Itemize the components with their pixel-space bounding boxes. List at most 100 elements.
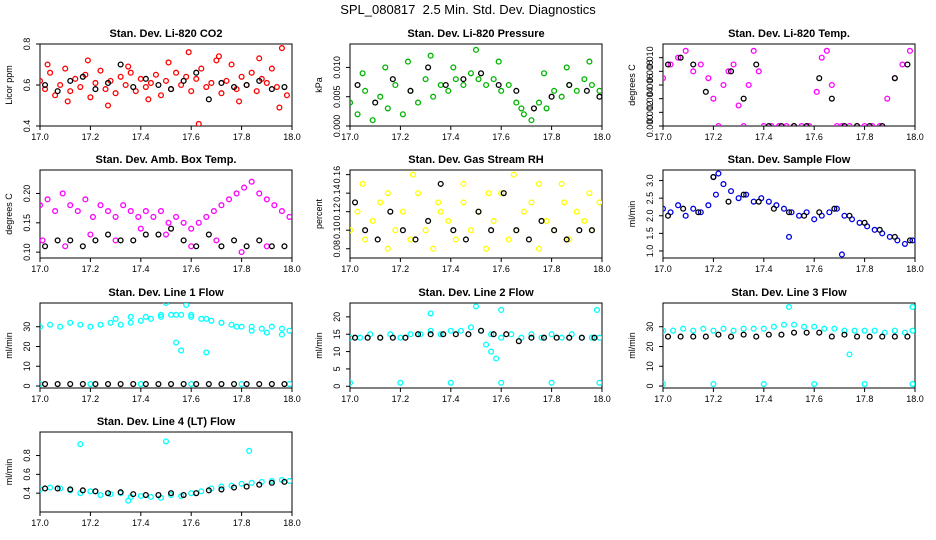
data-point [57,485,64,492]
avg-point [475,208,482,215]
avg-point [92,488,99,495]
data-point [256,55,263,62]
avg-point [465,331,472,338]
avg-point [460,76,467,83]
x-tick-label: 17.8 [543,132,561,142]
data-point [399,208,406,215]
avg-point [591,334,598,341]
avg-point [753,333,760,340]
data-point [44,61,51,68]
panel-title: Stan. Dev. Li-820 CO2 [110,28,223,40]
y-tick-label: 1.0 [645,245,655,258]
data-point [392,227,399,234]
data-point [705,75,712,82]
avg-point [351,334,359,341]
x-tick-label: 17.0 [341,394,359,404]
data-point [286,213,292,220]
data-point [535,99,543,106]
data-point [392,81,399,89]
data-point [97,202,104,209]
avg-point [740,95,747,102]
data-points [350,171,602,252]
avg-point [538,217,545,224]
x-tick-label: 18.0 [593,394,611,404]
data-point [690,327,697,334]
data-point [740,325,747,332]
data-point [382,64,389,71]
x-tick-label: 17.8 [856,132,874,142]
y-tick-label: 15 [332,329,342,339]
data-point [841,327,848,334]
data-point [414,190,422,197]
data-point [663,380,667,388]
data-point [513,99,520,106]
avg-point [67,237,74,244]
data-point [821,325,828,332]
data-point [495,58,502,65]
data-point [770,323,777,330]
data-point [710,380,717,388]
data-point [271,202,278,209]
data-point [720,325,727,332]
avg-point [243,243,250,250]
avg-point [853,333,861,340]
x-tick-label: 17.4 [755,132,773,142]
avg-point [364,334,371,341]
data-point [218,202,225,209]
avg-point [79,73,86,80]
data-point [445,217,452,224]
avg-point [879,122,886,126]
avg-point [218,380,225,388]
data-point [135,213,142,220]
data-point [369,117,376,124]
data-point [851,327,858,334]
data-point [430,93,437,100]
data-point [125,63,132,70]
data-point [165,219,172,226]
y-axis-label: ml/min [627,201,637,228]
data-point [823,47,830,54]
data-point [427,52,434,59]
data-point [112,90,119,97]
y-tick-label: 0.000 [645,115,655,138]
y-tick-label: 0.006 [645,74,655,97]
data-point [112,315,119,322]
plot-frame [349,302,603,389]
avg-point [402,334,409,341]
avg-point [664,333,672,340]
x-tick-label: 17.8 [856,394,874,404]
x-tick-label: 17.6 [182,132,200,142]
data-point [223,77,230,84]
data-point [147,493,154,500]
data-point [87,323,94,330]
data-point [909,237,915,244]
data-point [112,237,119,244]
x-tick-label: 18.0 [906,394,924,404]
data-point [558,180,565,187]
data-point [362,236,369,243]
avg-point [740,331,747,338]
avg-point [727,333,735,340]
avg-point [243,380,250,388]
data-point [447,327,454,334]
data-point [490,217,497,224]
data-point [268,323,275,330]
data-point [750,47,757,54]
avg-point [866,333,873,340]
avg-point [477,70,485,77]
data-point [505,236,512,243]
data-point [899,61,906,68]
data-point [551,87,558,94]
avg-point [117,61,124,68]
avg-point [104,490,112,497]
y-axis-label: degrees C [627,64,637,106]
figure-title: SPL_080817 2.5 Min. Std. Dev. Diagnostic… [340,2,596,17]
data-point [743,191,750,198]
data-point [278,331,285,338]
data-point [488,331,495,338]
data-point [460,81,467,89]
avg-point [513,87,520,94]
x-tick-label: 17.4 [132,264,150,274]
data-point [586,58,593,65]
data-point [137,492,144,500]
